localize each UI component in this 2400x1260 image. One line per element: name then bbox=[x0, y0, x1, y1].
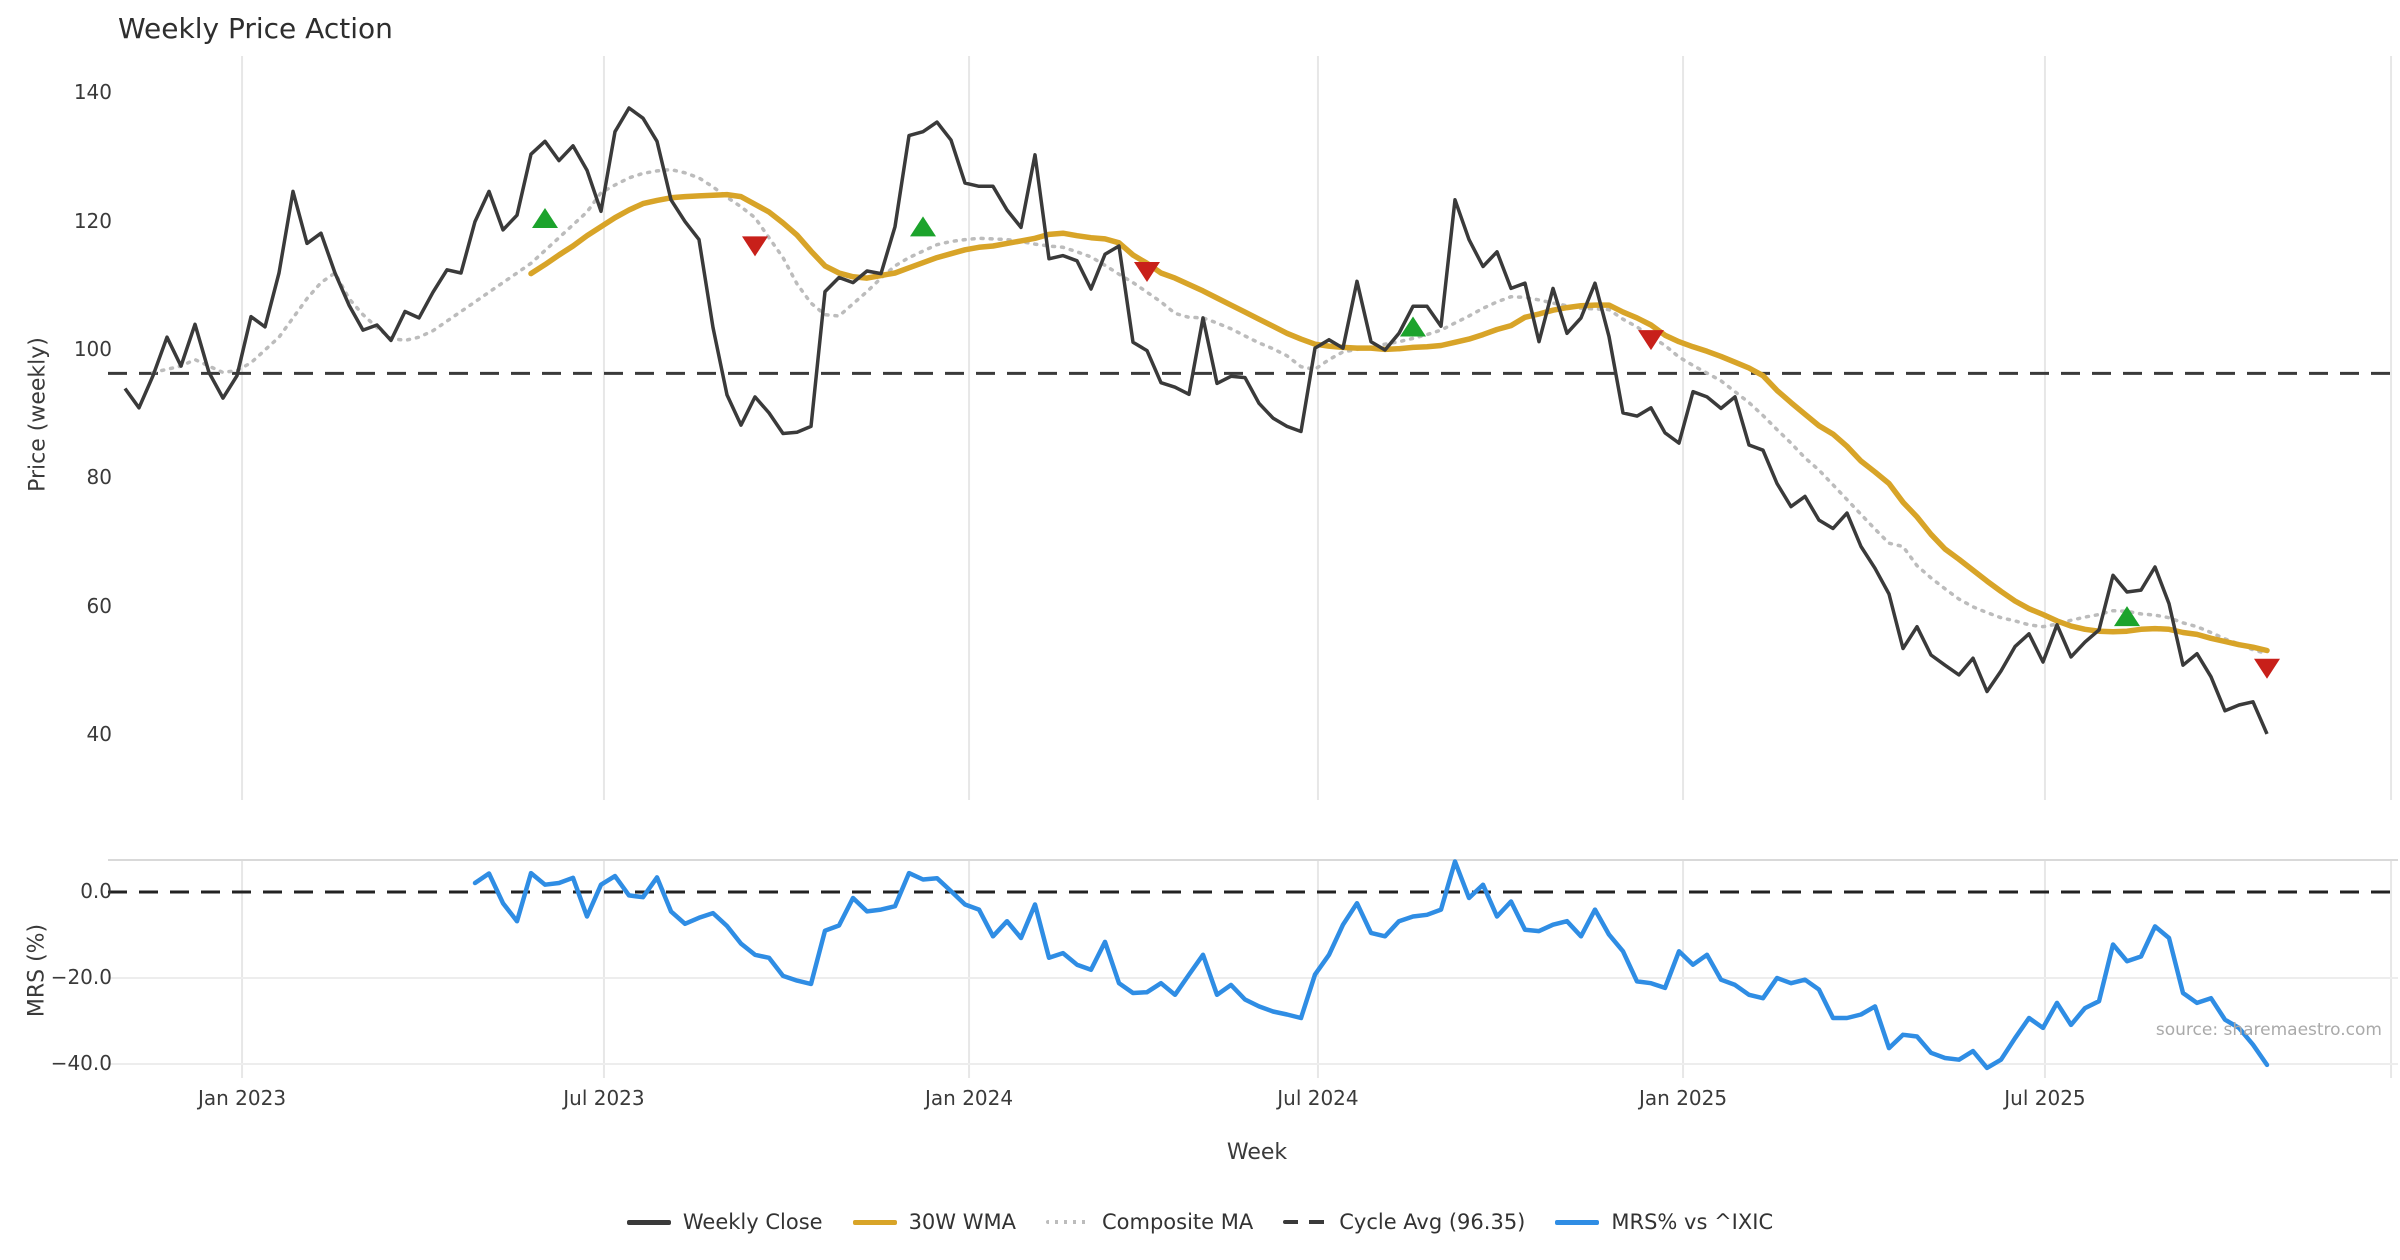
legend-item-wma: 30W WMA bbox=[852, 1210, 1016, 1234]
legend-item-mrs: MRS% vs ^IXIC bbox=[1555, 1210, 1773, 1234]
y-tick-label: −20.0 bbox=[50, 965, 112, 989]
x-tick-label: Jul 2025 bbox=[2004, 1086, 2086, 1110]
x-tick-label: Jan 2025 bbox=[1639, 1086, 1728, 1110]
legend-label: Composite MA bbox=[1101, 1210, 1254, 1234]
y-tick-label: 140 bbox=[73, 80, 112, 105]
y-tick-label: −40.0 bbox=[50, 1051, 112, 1075]
y-tick-label: 100 bbox=[73, 337, 112, 361]
legend-item-weekly-close: Weekly Close bbox=[626, 1210, 823, 1234]
legend-label: MRS% vs ^IXIC bbox=[1611, 1210, 1774, 1234]
chart-legend: Weekly Close 30W WMA Composite MA Cycle … bbox=[0, 1210, 2400, 1234]
cycle-avg-swatch-icon bbox=[1283, 1220, 1328, 1224]
legend-label: Cycle Avg (96.35) bbox=[1339, 1210, 1526, 1234]
y-tick-label: 120 bbox=[73, 208, 112, 233]
source-watermark: source: sharemaestro.com bbox=[2155, 1020, 2382, 1040]
weekly-close-swatch-icon bbox=[626, 1219, 671, 1225]
legend-item-composite: Composite MA bbox=[1045, 1210, 1254, 1234]
x-tick-label: Jul 2024 bbox=[1277, 1086, 1359, 1110]
mrs-swatch-icon bbox=[1555, 1219, 1600, 1225]
chart-title: Weekly Price Action bbox=[118, 12, 393, 45]
x-tick-label: Jul 2023 bbox=[563, 1086, 645, 1110]
x-tick-label: Jan 2024 bbox=[925, 1086, 1014, 1110]
x-axis-label: Week bbox=[1226, 1140, 1288, 1165]
composite-swatch-icon bbox=[1045, 1220, 1090, 1224]
y-tick-label: 60 bbox=[86, 593, 112, 618]
legend-label: Weekly Close bbox=[682, 1210, 823, 1234]
legend-item-cycle-avg: Cycle Avg (96.35) bbox=[1283, 1210, 1525, 1234]
y-tick-label: 40 bbox=[86, 722, 112, 747]
y-tick-label: 0.0 bbox=[80, 879, 112, 903]
wma-swatch-icon bbox=[852, 1219, 897, 1225]
legend-label: 30W WMA bbox=[908, 1210, 1016, 1234]
y-tick-label: 80 bbox=[86, 465, 112, 490]
x-tick-label: Jan 2023 bbox=[197, 1086, 287, 1110]
